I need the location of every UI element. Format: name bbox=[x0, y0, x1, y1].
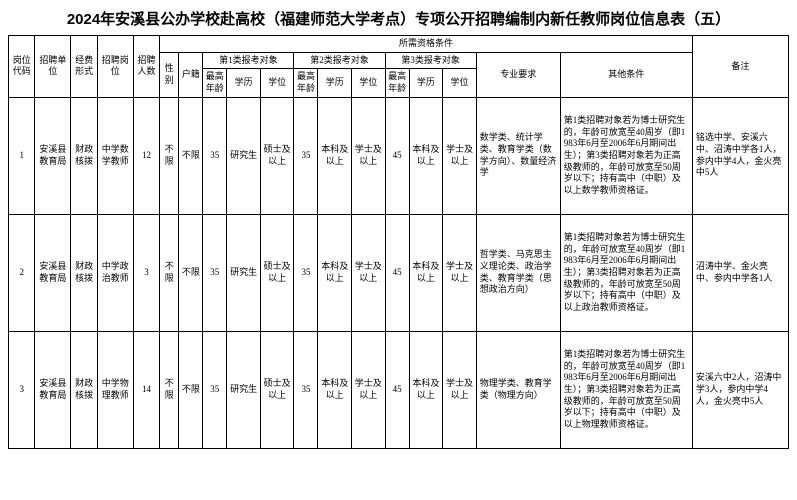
cell-c1-edu: 研究生 bbox=[227, 214, 261, 331]
h-c2-deg: 学位 bbox=[352, 69, 386, 97]
cell-major: 哲学类、马克思主义理论类、政治学类、教育学类（思想政治方向） bbox=[476, 214, 560, 331]
table-row: 2安溪县教育局财政核拨中学政治教师3不限不限35研究生硕士及以上35本科及以上学… bbox=[9, 214, 789, 331]
cell-post: 中学政治教师 bbox=[97, 214, 133, 331]
cell-c1-edu: 研究生 bbox=[227, 97, 261, 214]
h-c1-edu: 学历 bbox=[227, 69, 261, 97]
cell-c3-deg: 学士及以上 bbox=[443, 97, 477, 214]
cell-unit: 安溪县教育局 bbox=[35, 331, 71, 448]
h-post: 招聘岗位 bbox=[97, 36, 133, 98]
h-cat2: 第2类报考对象 bbox=[294, 52, 385, 69]
cell-post: 中学数学教师 bbox=[97, 97, 133, 214]
h-cat3: 第3类报考对象 bbox=[385, 52, 476, 69]
cell-c1-age: 35 bbox=[203, 331, 227, 448]
cell-c2-age: 35 bbox=[294, 97, 318, 214]
cell-c1-deg: 硕士及以上 bbox=[260, 331, 294, 448]
cell-num: 14 bbox=[133, 331, 159, 448]
h-c3-age: 最高年龄 bbox=[385, 69, 409, 97]
cell-remark: 铭选中学、安溪六中、沼涛中学各1人，参内中学4人，金火亮中5人 bbox=[692, 97, 788, 214]
cell-sex: 不限 bbox=[160, 214, 179, 331]
cell-code: 2 bbox=[9, 214, 35, 331]
cell-num: 3 bbox=[133, 214, 159, 331]
cell-c3-edu: 本科及以上 bbox=[409, 331, 443, 448]
cell-major: 物理学类、教育学类（物理方向） bbox=[476, 331, 560, 448]
cell-c2-age: 35 bbox=[294, 331, 318, 448]
h-c1-age: 最高年龄 bbox=[203, 69, 227, 97]
h-other: 其他条件 bbox=[560, 52, 692, 97]
cell-c3-edu: 本科及以上 bbox=[409, 214, 443, 331]
h-c3-edu: 学历 bbox=[409, 69, 443, 97]
cell-c3-edu: 本科及以上 bbox=[409, 97, 443, 214]
cell-sex: 不限 bbox=[160, 331, 179, 448]
h-c2-age: 最高年龄 bbox=[294, 69, 318, 97]
cell-fund: 财政核拨 bbox=[71, 331, 97, 448]
cell-c1-deg: 硕士及以上 bbox=[260, 97, 294, 214]
cell-c3-deg: 学士及以上 bbox=[443, 214, 477, 331]
cell-c1-deg: 硕士及以上 bbox=[260, 214, 294, 331]
cell-c3-age: 45 bbox=[385, 214, 409, 331]
cell-code: 3 bbox=[9, 331, 35, 448]
cell-c3-deg: 学士及以上 bbox=[443, 331, 477, 448]
cell-major: 数学类、统计学类、教育学类（数学方向）、数量经济学 bbox=[476, 97, 560, 214]
h-c3-deg: 学位 bbox=[443, 69, 477, 97]
h-cat1: 第1类报考对象 bbox=[203, 52, 294, 69]
cell-other: 第1类招聘对象若为博士研究生的，年龄可放宽至40周岁（即1983年6月至2006… bbox=[560, 214, 692, 331]
cell-c1-edu: 研究生 bbox=[227, 331, 261, 448]
cell-c2-deg: 学士及以上 bbox=[352, 214, 386, 331]
cell-hukou: 不限 bbox=[179, 214, 203, 331]
cell-c2-age: 35 bbox=[294, 214, 318, 331]
cell-other: 第1类招聘对象若为博士研究生的，年龄可放宽至40周岁（即1983年6月至2006… bbox=[560, 331, 692, 448]
cell-c2-edu: 本科及以上 bbox=[318, 214, 352, 331]
page-title: 2024年安溪县公办学校赴高校（福建师范大学考点）专项公开招聘编制内新任教师岗位… bbox=[8, 8, 789, 29]
table-row: 3安溪县教育局财政核拨中学物理教师14不限不限35研究生硕士及以上35本科及以上… bbox=[9, 331, 789, 448]
cell-c1-age: 35 bbox=[203, 97, 227, 214]
cell-c2-edu: 本科及以上 bbox=[318, 97, 352, 214]
h-c1-deg: 学位 bbox=[260, 69, 294, 97]
h-major: 专业要求 bbox=[476, 52, 560, 97]
cell-hukou: 不限 bbox=[179, 331, 203, 448]
cell-c3-age: 45 bbox=[385, 97, 409, 214]
cell-c2-edu: 本科及以上 bbox=[318, 331, 352, 448]
cell-c1-age: 35 bbox=[203, 214, 227, 331]
h-code: 岗位代码 bbox=[9, 36, 35, 98]
positions-table: 岗位代码 招聘单位 经费形式 招聘岗位 招聘人数 所需资格条件 备注 性别 户籍… bbox=[8, 35, 789, 449]
cell-c2-deg: 学士及以上 bbox=[352, 97, 386, 214]
cell-unit: 安溪县教育局 bbox=[35, 97, 71, 214]
cell-c2-deg: 学士及以上 bbox=[352, 331, 386, 448]
cell-hukou: 不限 bbox=[179, 97, 203, 214]
cell-other: 第1类招聘对象若为博士研究生的，年龄可放宽至40周岁（即1983年6月至2006… bbox=[560, 97, 692, 214]
cell-sex: 不限 bbox=[160, 97, 179, 214]
h-unit: 招聘单位 bbox=[35, 36, 71, 98]
cell-post: 中学物理教师 bbox=[97, 331, 133, 448]
h-num: 招聘人数 bbox=[133, 36, 159, 98]
cell-fund: 财政核拨 bbox=[71, 214, 97, 331]
cell-code: 1 bbox=[9, 97, 35, 214]
cell-c3-age: 45 bbox=[385, 331, 409, 448]
cell-num: 12 bbox=[133, 97, 159, 214]
h-fund: 经费形式 bbox=[71, 36, 97, 98]
h-c2-edu: 学历 bbox=[318, 69, 352, 97]
h-sex: 性别 bbox=[160, 52, 179, 97]
cell-remark: 沼涛中学、金火亮中、参内中学各1人 bbox=[692, 214, 788, 331]
h-qual: 所需资格条件 bbox=[160, 36, 693, 53]
table-row: 1安溪县教育局财政核拨中学数学教师12不限不限35研究生硕士及以上35本科及以上… bbox=[9, 97, 789, 214]
header-row-1: 岗位代码 招聘单位 经费形式 招聘岗位 招聘人数 所需资格条件 备注 bbox=[9, 36, 789, 53]
cell-fund: 财政核拨 bbox=[71, 97, 97, 214]
cell-remark: 安溪六中2人，沼涛中学3人，参内中学4人，金火亮中5人 bbox=[692, 331, 788, 448]
cell-unit: 安溪县教育局 bbox=[35, 214, 71, 331]
h-remark: 备注 bbox=[692, 36, 788, 98]
h-hukou: 户籍 bbox=[179, 52, 203, 97]
